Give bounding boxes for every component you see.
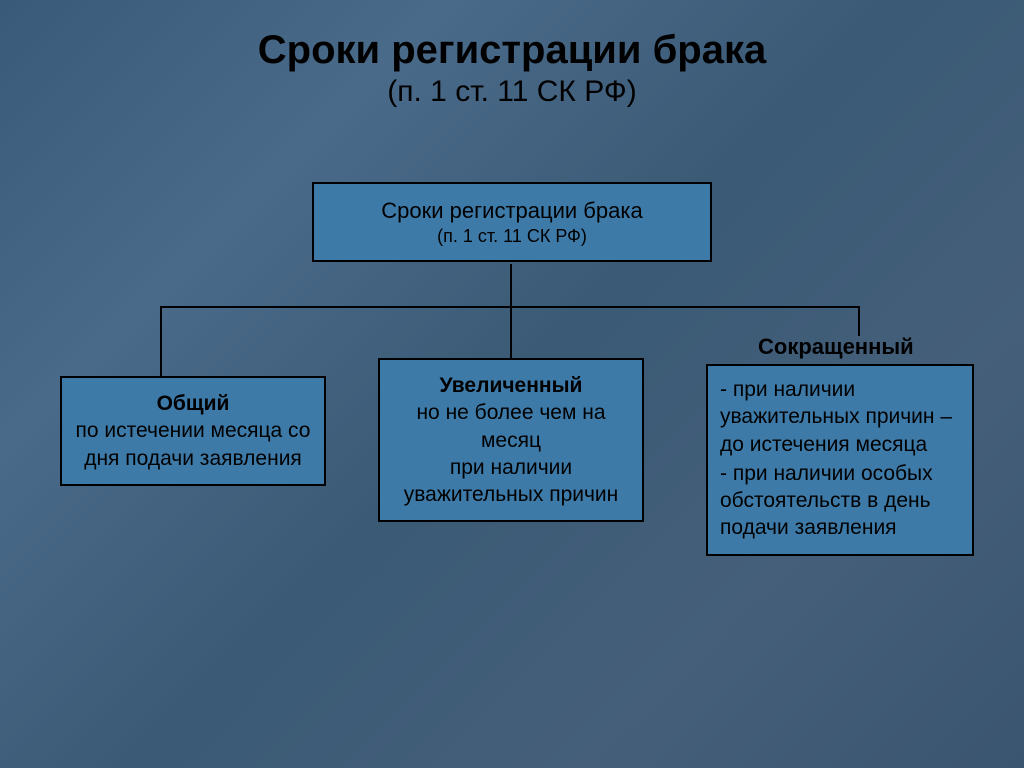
right-box-external-label: Сокращенный bbox=[758, 334, 914, 360]
middle-node-body: но не более чем на месяц bbox=[388, 399, 634, 454]
root-node-title: Сроки регистрации брака bbox=[314, 198, 710, 224]
middle-node-body2: при наличии уважительных причин bbox=[388, 454, 634, 509]
slide-subtitle: (п. 1 ст. 11 СК РФ) bbox=[0, 75, 1024, 109]
connector-line bbox=[510, 306, 512, 358]
left-node: Общий по истечении месяца со дня подачи … bbox=[60, 376, 326, 486]
slide-header: Сроки регистрации брака (п. 1 ст. 11 СК … bbox=[0, 0, 1024, 109]
left-node-body: по истечении месяца со дня подачи заявле… bbox=[70, 417, 316, 472]
middle-node-heading: Увеличенный bbox=[388, 372, 634, 399]
right-node-item: - при наличии уважительных причин – до и… bbox=[720, 376, 960, 458]
root-node-subtitle: (п. 1 ст. 11 СК РФ) bbox=[314, 226, 710, 247]
connector-line bbox=[160, 306, 162, 378]
middle-node: Увеличенный но не более чем на месяц при… bbox=[378, 358, 644, 522]
connector-line bbox=[510, 264, 512, 308]
right-node: - при наличии уважительных причин – до и… bbox=[706, 364, 974, 556]
connector-line bbox=[858, 306, 860, 336]
right-node-item: - при наличии особых обстоятельств в ден… bbox=[720, 460, 960, 542]
slide-title: Сроки регистрации брака bbox=[0, 28, 1024, 73]
left-node-heading: Общий bbox=[70, 390, 316, 417]
root-node: Сроки регистрации брака (п. 1 ст. 11 СК … bbox=[312, 182, 712, 262]
